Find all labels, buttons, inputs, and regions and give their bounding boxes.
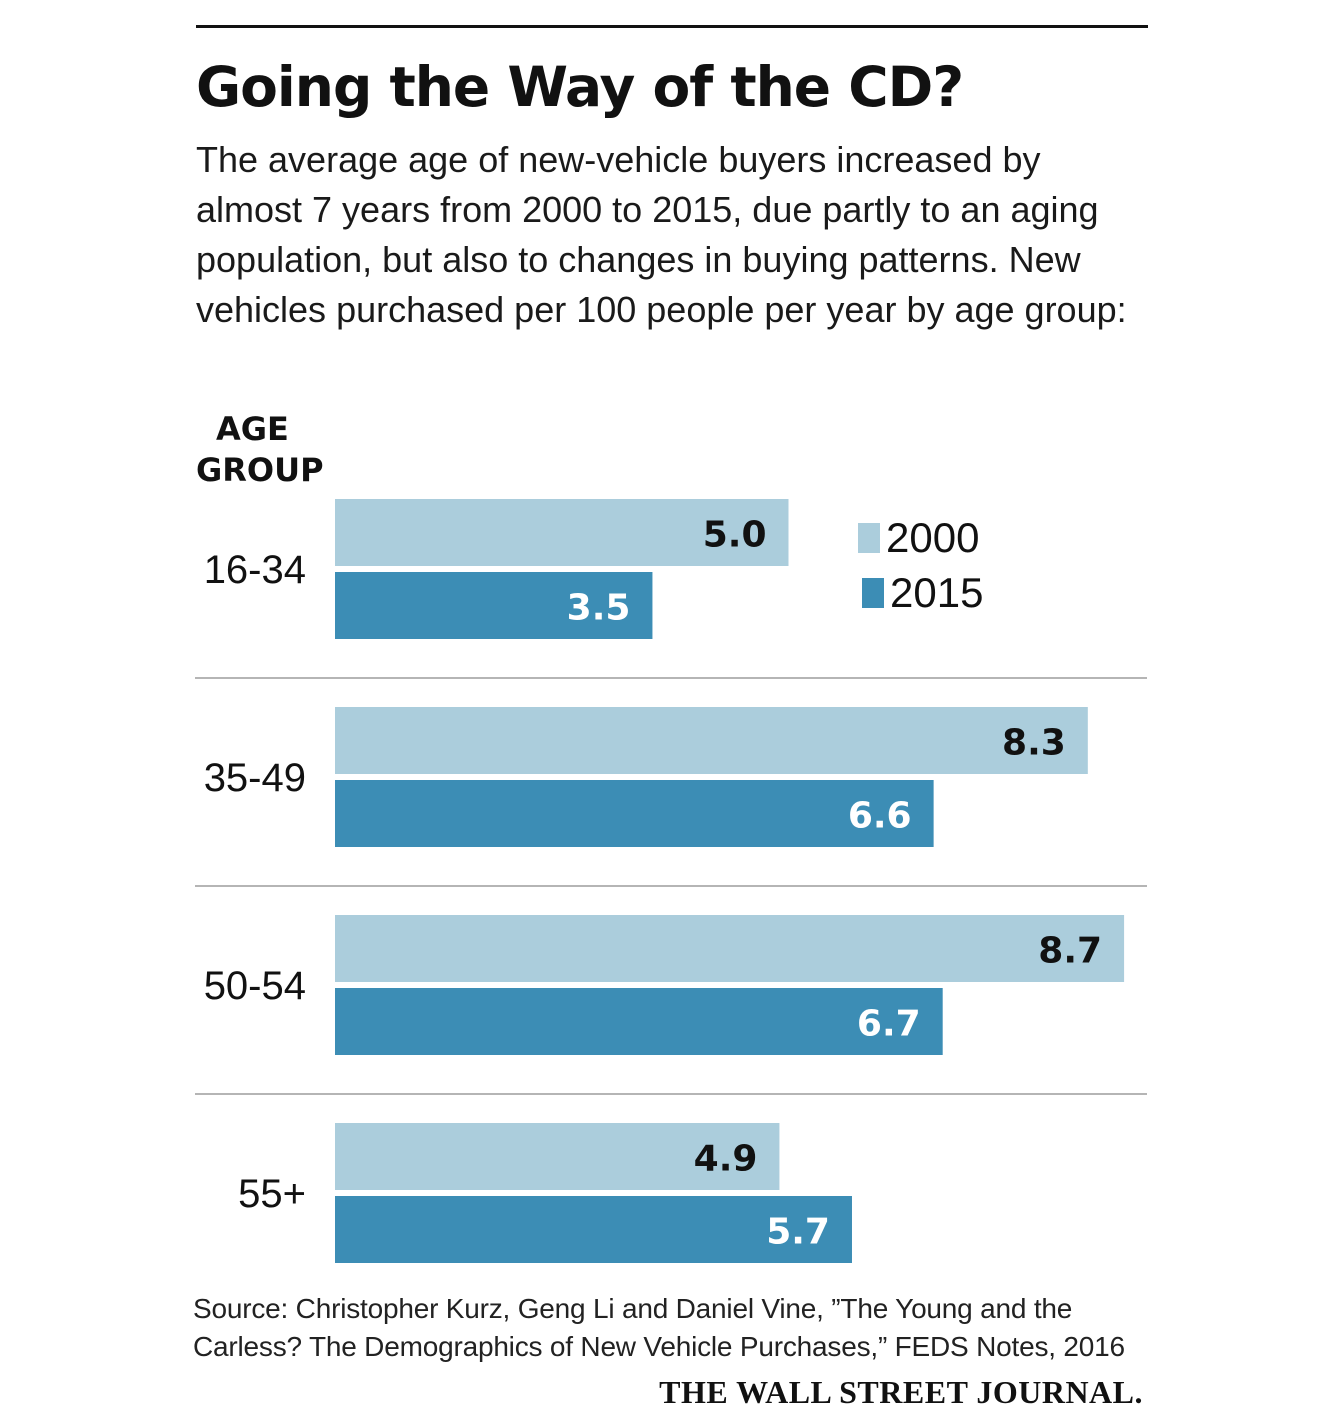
value-label-50-54-2015: 6.7 [857, 1004, 921, 1045]
value-label-55plus-2000: 4.9 [694, 1139, 758, 1180]
axis-title-line2: GROUP [196, 451, 324, 489]
value-label-16-34-2000: 5.0 [703, 515, 767, 556]
value-label-55plus-2015: 5.7 [766, 1212, 830, 1253]
legend-swatch-2015 [862, 578, 884, 608]
value-label-16-34-2015: 3.5 [567, 588, 631, 629]
value-label-35-49-2015: 6.6 [848, 796, 912, 837]
bar-16-34-2015 [335, 572, 653, 639]
value-label-35-49-2000: 8.3 [1002, 723, 1066, 764]
bar-35-49-2000 [335, 707, 1088, 774]
chart-title: Going the Way of the CD? [196, 55, 964, 119]
legend-label-2000: 2000 [886, 514, 980, 561]
category-label-50-54: 50-54 [204, 964, 306, 1008]
legend-swatch-2000 [858, 523, 880, 553]
category-label-35-49: 35-49 [204, 756, 306, 800]
publisher-logo: THE WALL STREET JOURNAL. [659, 1374, 1143, 1410]
bar-50-54-2015 [335, 988, 943, 1055]
bar-55plus-2015 [335, 1196, 852, 1263]
top-rule [196, 25, 1148, 28]
category-label-55plus: 55+ [238, 1172, 306, 1216]
bar-50-54-2000 [335, 915, 1125, 982]
legend-label-2015: 2015 [890, 569, 984, 616]
source-note: Source: Christopher Kurz, Geng Li and Da… [193, 1293, 1125, 1362]
bar-35-49-2015 [335, 780, 934, 847]
axis-title-line1: AGE [216, 410, 289, 448]
bar-55plus-2000 [335, 1123, 780, 1190]
category-label-16-34: 16-34 [204, 548, 306, 592]
bar-16-34-2000 [335, 499, 789, 566]
chart-subtitle: The average age of new-vehicle buyers in… [196, 139, 1127, 330]
value-label-50-54-2000: 8.7 [1038, 931, 1102, 972]
